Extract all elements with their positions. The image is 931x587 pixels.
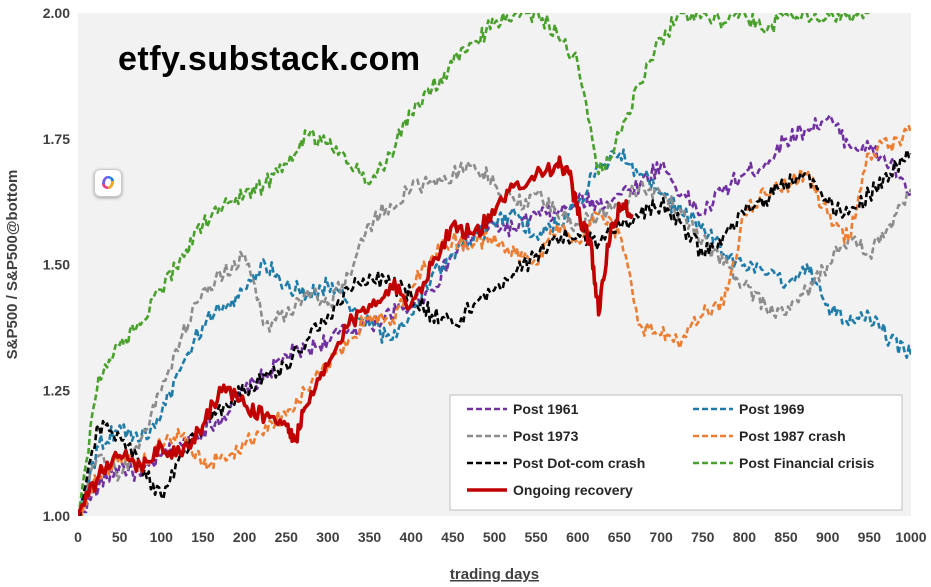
- x-tick-label: 700: [649, 529, 673, 545]
- x-tick-label: 850: [774, 529, 798, 545]
- y-tick-label: 1.25: [43, 382, 70, 398]
- series-line-6: [78, 155, 634, 516]
- x-tick-label: 500: [483, 529, 507, 545]
- x-tick-label: 650: [608, 529, 632, 545]
- x-tick-label: 400: [400, 529, 424, 545]
- x-tick-label: 550: [524, 529, 548, 545]
- x-tick-label: 950: [858, 529, 882, 545]
- x-axis-title: trading days: [450, 566, 539, 583]
- series-line-1: [78, 148, 911, 516]
- series-line-5: [78, 13, 870, 516]
- x-tick-label: 350: [358, 529, 382, 545]
- x-tick-label: 300: [316, 529, 340, 545]
- y-tick-label: 1.75: [43, 131, 70, 147]
- legend-entry-label: Post 1969: [739, 401, 805, 417]
- x-tick-label: 0: [74, 529, 82, 545]
- x-tick-label: 900: [816, 529, 840, 545]
- y-tick-label: 1.00: [43, 508, 70, 524]
- series-line-3: [78, 124, 911, 516]
- x-tick-label: 450: [441, 529, 465, 545]
- series-line-4: [78, 148, 911, 516]
- x-tick-label: 800: [733, 529, 757, 545]
- watermark-text: etfy.substack.com: [118, 40, 421, 78]
- legend-entry-label: Post 1961: [513, 401, 579, 417]
- y-axis-title: S&P500 / S&P500@bottom: [4, 170, 21, 360]
- x-tick-label: 750: [691, 529, 715, 545]
- y-tick-label: 2.00: [43, 5, 70, 21]
- x-tick-label: 600: [566, 529, 590, 545]
- y-tick-label: 1.50: [43, 257, 70, 273]
- legend-entry-label: Post 1987 crash: [739, 428, 846, 444]
- legend-entry-label: Post Financial crisis: [739, 455, 875, 471]
- x-tick-label: 50: [112, 529, 128, 545]
- copilot-icon[interactable]: [94, 169, 122, 197]
- x-tick-label: 250: [275, 529, 299, 545]
- series-line-2: [78, 160, 911, 516]
- legend-entry-label: Post Dot-com crash: [513, 455, 645, 471]
- legend-entry-label: Post 1973: [513, 428, 579, 444]
- x-tick-label: 100: [150, 529, 174, 545]
- x-tick-label: 200: [233, 529, 257, 545]
- legend-entry-label: Ongoing recovery: [513, 482, 633, 498]
- x-tick-label: 150: [191, 529, 215, 545]
- legend-box: [449, 394, 903, 511]
- x-tick-label: 1000: [895, 529, 926, 545]
